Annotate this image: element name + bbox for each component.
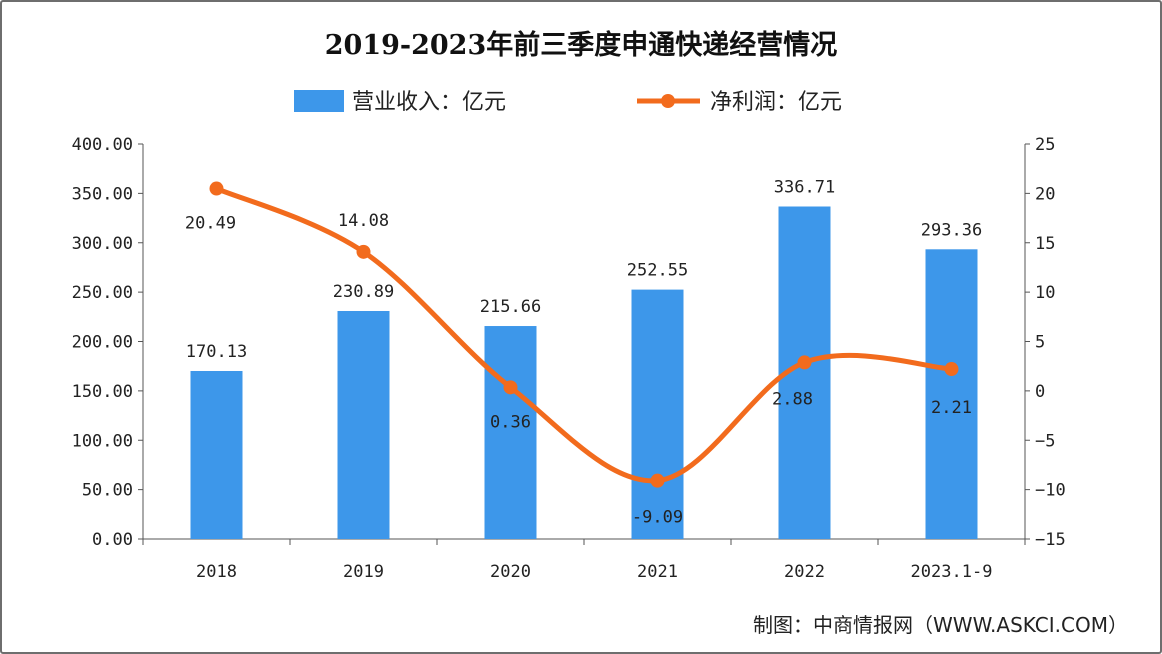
revenue-data-label: 252.55: [627, 261, 688, 281]
profit-marker: [944, 362, 959, 377]
profit-data-label: 14.08: [338, 211, 389, 231]
right-tick-label: 5: [1035, 333, 1045, 353]
revenue-data-label: 230.89: [333, 282, 394, 302]
profit-line: [215, 186, 952, 484]
x-tick-label: 2023.1-9: [911, 562, 993, 582]
left-tick-label: 250.00: [72, 283, 133, 303]
revenue-bar: [631, 289, 684, 539]
left-tick-label: 50.00: [82, 481, 133, 501]
profit-data-label: 20.49: [185, 214, 236, 234]
revenue-bar: [925, 249, 978, 539]
profit-data-label: 2.88: [772, 389, 813, 409]
left-tick-label: 400.00: [72, 135, 133, 155]
legend-profit: 净利润：亿元: [710, 90, 842, 115]
source-note: 制图：中商情报网（WWW.ASKCI.COM）: [753, 613, 1128, 637]
right-tick-label: 0: [1035, 382, 1045, 402]
left-tick-label: 100.00: [72, 431, 133, 451]
profit-data-label: 0.36: [490, 412, 531, 432]
profit-data-label: -9.09: [632, 508, 683, 528]
left-tick-label: 350.00: [72, 184, 133, 204]
revenue-data-label: 170.13: [186, 342, 247, 362]
profit-marker: [650, 473, 665, 488]
right-tick-label: −15: [1035, 530, 1066, 550]
profit-data-label: 2.21: [931, 398, 972, 418]
x-tick-label: 2020: [490, 562, 531, 582]
right-tick-label: 25: [1035, 135, 1055, 155]
left-tick-label: 150.00: [72, 382, 133, 402]
chart-title: 2019-2023年前三季度申通快递经营情况: [325, 29, 838, 61]
revenue-bar: [484, 326, 537, 539]
revenue-data-label: 293.36: [921, 220, 982, 240]
revenue-data-label: 215.66: [480, 297, 541, 317]
x-tick-label: 2018: [196, 562, 237, 582]
legend-line-marker: [661, 94, 675, 108]
profit-marker: [797, 355, 812, 370]
revenue-bar: [190, 370, 243, 539]
right-tick-label: 10: [1035, 283, 1055, 303]
x-tick-label: 2021: [637, 562, 678, 582]
right-tick-label: 20: [1035, 184, 1055, 204]
left-tick-label: 0.00: [92, 530, 133, 550]
revenue-bar: [337, 310, 390, 539]
profit-marker: [503, 380, 518, 395]
revenue-data-label: 336.71: [774, 177, 835, 197]
x-tick-label: 2022: [784, 562, 825, 582]
legend-bar-swatch: [294, 90, 344, 112]
left-tick-label: 200.00: [72, 333, 133, 353]
legend: 营业收入：亿元 净利润：亿元: [294, 90, 842, 115]
profit-marker: [356, 244, 371, 259]
right-tick-label: 15: [1035, 234, 1055, 254]
x-tick-label: 2019: [343, 562, 384, 582]
left-tick-label: 300.00: [72, 234, 133, 254]
profit-marker: [209, 181, 224, 196]
legend-revenue: 营业收入：亿元: [352, 90, 506, 115]
right-tick-label: −10: [1035, 481, 1066, 501]
right-tick-label: −5: [1035, 431, 1055, 451]
